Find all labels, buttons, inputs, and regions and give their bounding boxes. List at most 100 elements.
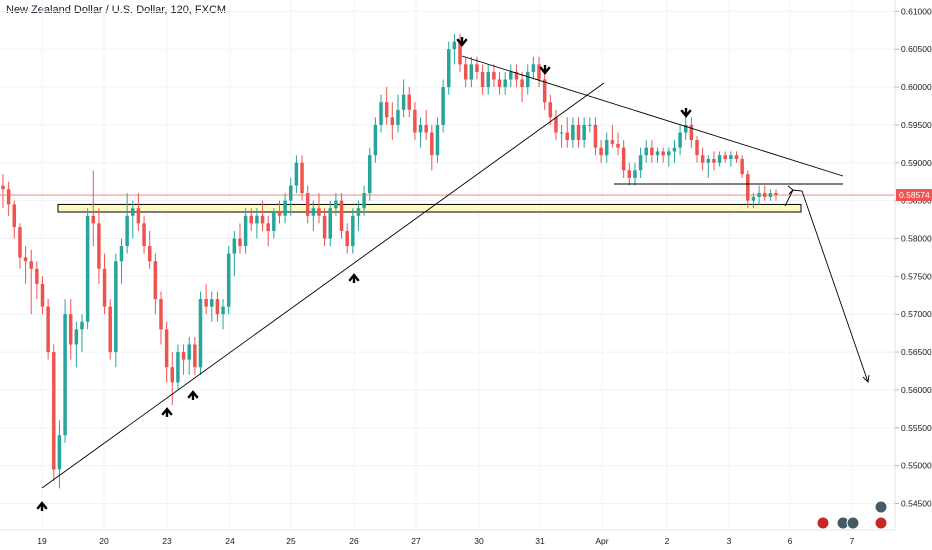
swing-high-marker [456,38,468,47]
candle-body [593,124,598,148]
candle-body [322,215,327,239]
candle-body [740,159,744,175]
candle-body [638,155,643,171]
candle-body [441,87,445,125]
candle-body [503,79,507,88]
candle-body [243,215,248,247]
candle-body [317,208,321,216]
candle-body [23,257,28,262]
last-price-label: 0.58574 [899,190,930,200]
candle-body [497,79,502,88]
candle-body [164,329,169,368]
candle-body [85,215,90,322]
grid [0,0,895,530]
candle-body [153,261,158,300]
candle-body [610,140,615,144]
candle-body [548,102,553,118]
candle-body [215,299,220,315]
candle-body [198,299,203,368]
candle-body [379,102,383,125]
price-tick-label: 0.60500 [901,44,932,54]
candle-body [621,147,626,171]
candle-body [147,246,152,262]
swing-low-marker [36,501,48,510]
candle-body [463,64,468,80]
price-tick-label: 0.59500 [901,120,932,130]
candle-body [531,64,536,72]
candle-body [277,212,282,216]
price-tick-label: 0.55500 [901,423,932,433]
swing-low-marker [161,407,173,416]
candle-body [97,223,101,269]
candle-body [729,155,733,159]
candle-body [119,246,124,262]
candle-body [226,253,231,307]
candle-body [108,306,112,353]
candle-body [193,344,197,368]
price-axis-bg [895,0,932,550]
swing-markers [36,37,692,511]
event-flag-icon [874,516,888,530]
candle-body [266,223,270,231]
candle-body [571,124,575,141]
price-tick-label: 0.57000 [901,309,932,319]
price-axis: 0.61000 0.60500 0.60000 0.59500 0.59000 0.585… [894,0,932,550]
candle-body [401,94,406,110]
candle-body [289,185,293,201]
candle-body [390,117,395,125]
rising-trendline [41,82,605,489]
candle-body [650,147,654,156]
candle-body [723,155,727,159]
candle-body [655,151,660,156]
price-tick-label: 0.58000 [901,234,932,244]
candle-body [159,299,163,330]
time-tick-label: 23 [162,536,172,546]
candle-body [576,124,581,141]
candle-body [661,151,665,156]
time-tick-label: 25 [286,536,296,546]
candles [1,34,778,489]
candle-body [469,64,474,80]
candle-body [520,79,524,88]
time-tick-label: 31 [535,536,545,546]
price-tick-label: 0.54500 [901,499,932,509]
price-tick-label: 0.61000 [901,6,932,16]
candle-body [12,204,17,228]
candle-body [328,208,333,239]
candle-body [204,299,208,307]
candle-body [6,189,11,205]
price-tick-label: 0.60000 [901,82,932,92]
candle-body [131,208,135,216]
candle-body [706,159,711,163]
candle-body [565,132,569,141]
candle-body [407,94,411,110]
swing-high-marker [680,109,692,118]
time-tick-label: 20 [99,536,109,546]
chart-title: New Zealand Dollar / U.S. Dollar, 120, F… [6,4,227,16]
candle-body [311,208,316,216]
candle-body [492,71,496,80]
candle-body [351,215,355,247]
projection-arrowhead-up [787,185,794,195]
candle-body [746,174,750,201]
candle-body [125,215,129,247]
candle-body [683,124,688,133]
candle-body [102,268,107,307]
candle-body [599,147,603,156]
time-tick-label: 6 [788,536,793,546]
candle-body [91,215,96,224]
candle-body [396,109,400,125]
candle-body [136,208,141,224]
candle-body [294,162,299,186]
candle-body [384,102,389,118]
candle-body [373,124,378,156]
candle-body [700,155,705,163]
candle-body [430,132,434,156]
candle-body [181,352,186,360]
candle-body [678,132,682,148]
last-price-tag [896,189,932,202]
candle-body [46,306,50,353]
candle-body [356,208,361,216]
candle-body [475,64,479,72]
